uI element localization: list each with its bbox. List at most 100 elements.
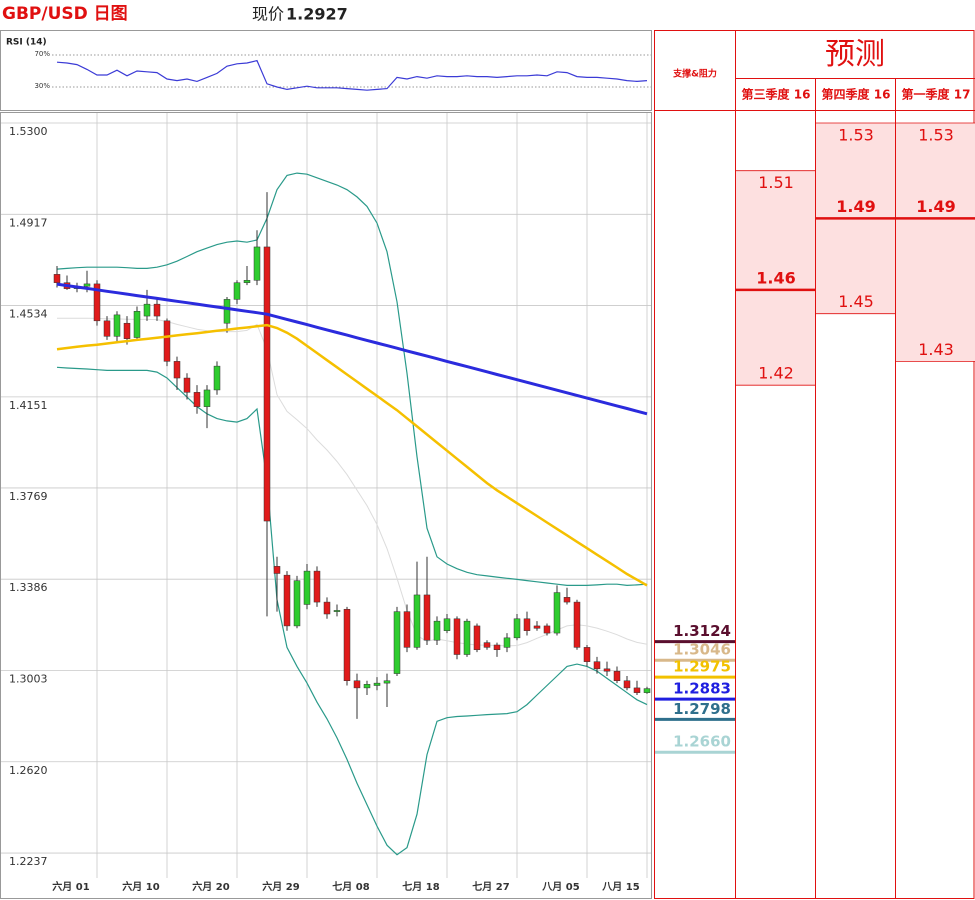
candle-body [443,618,451,631]
x-tick-label: 八月 15 [601,881,639,893]
candle-body [303,570,311,605]
level-label: 1.2660 [673,733,731,751]
candle-body [123,322,131,339]
forecast-high-label: 1.53 [918,126,954,145]
candle-body [613,670,621,681]
forecast-mid-label: 1.46 [756,268,795,287]
candle-body [83,283,91,287]
forecast-mid-label: 1.49 [916,197,955,216]
support-title: 支撑&阻力 [672,68,717,80]
candle-body [313,570,321,603]
column-label: 第四季度 16 [822,87,891,102]
x-tick-label: 六月 29 [262,880,299,893]
forecast-range [896,123,975,362]
candle-body [403,611,411,648]
candle-body [203,389,211,407]
candle-body [183,377,191,393]
forecast-high-label: 1.53 [838,126,874,145]
x-tick-label: 六月 20 [192,880,229,893]
candle-body [543,625,551,634]
candle-body [163,320,171,362]
price: 1.2927 [286,5,348,24]
candle-body [243,280,251,283]
y-tick-label: 1.2620 [9,764,48,777]
candle-body [263,246,271,522]
x-tick-label: 七月 08 [332,880,369,893]
forecast-high-label: 1.51 [758,173,794,192]
candle-body [623,680,631,689]
overlay-line [56,323,648,587]
overlay-line [56,282,648,416]
candle-body [253,246,261,281]
rsi-panel [0,30,652,111]
candle-body [423,594,431,641]
y-tick-label: 1.4534 [9,308,48,321]
candle-body [143,303,151,317]
rsi-line [56,59,648,91]
y-tick-label: 1.4151 [9,399,48,412]
candle-body [573,601,581,648]
forecast-low-label: 1.43 [918,340,954,359]
candle-body [553,592,561,634]
candle-body [103,320,111,337]
candle-body [333,610,341,612]
x-tick-label: 八月 05 [541,881,579,893]
column-label: 第一季度 17 [902,87,971,102]
level-label: 1.2883 [673,680,731,698]
level-label: 1.3124 [673,622,731,640]
x-tick-label: 七月 27 [472,880,509,893]
candle-body [383,680,391,684]
level-label: 1.2975 [673,658,731,676]
overlay-line [57,317,648,647]
forecast-low-label: 1.42 [758,364,794,383]
forecast-mid-label: 1.49 [836,197,875,216]
candle-body [373,682,381,686]
candle-body [523,618,531,631]
candle-body [323,601,331,615]
candle-body [93,283,101,322]
x-tick-label: 七月 18 [402,880,439,893]
overlay-line [56,366,648,856]
column-label: 第三季度 16 [742,87,811,102]
candle-body [53,274,61,283]
candle-body [463,620,471,655]
y-tick-label: 1.5300 [9,125,48,138]
candle-body [353,680,361,689]
candle-body [433,620,441,641]
main-panel [0,112,652,899]
candle-body [393,611,401,674]
candle-body [413,594,421,648]
forecast-title: 预测 [825,37,885,72]
candle-body [593,661,601,670]
candle-body [173,361,181,379]
candle-body [273,566,281,574]
candle-body [133,311,141,338]
level-label: 1.3046 [673,641,731,659]
y-tick-label: 1.3003 [9,672,48,685]
candle-body [223,299,231,324]
y-tick-label: 1.4917 [9,216,48,229]
forecast-low-label: 1.45 [838,292,874,311]
candle-body [283,574,291,627]
y-tick-label: 1.2237 [9,855,48,868]
y-tick-label: 70% [34,50,50,58]
overlay-line [56,172,648,587]
candle-body [233,282,241,300]
side-grid [654,30,975,899]
y-tick-label: 30% [34,82,50,90]
y-tick-label: 1.3386 [9,581,48,594]
candle-body [513,618,521,639]
rsi-title: RSI (14) [6,38,47,48]
candle-body [213,365,221,391]
y-tick-label: 1.3769 [9,490,48,503]
candle-body [193,392,201,407]
candle-body [503,637,511,648]
price-label: 现价 [252,5,284,24]
candle-body [483,642,491,648]
x-tick-label: 六月 01 [52,880,89,893]
candle-body [563,597,571,603]
candle-body [343,608,351,681]
candle-body [113,314,121,337]
candle-body [633,687,641,693]
